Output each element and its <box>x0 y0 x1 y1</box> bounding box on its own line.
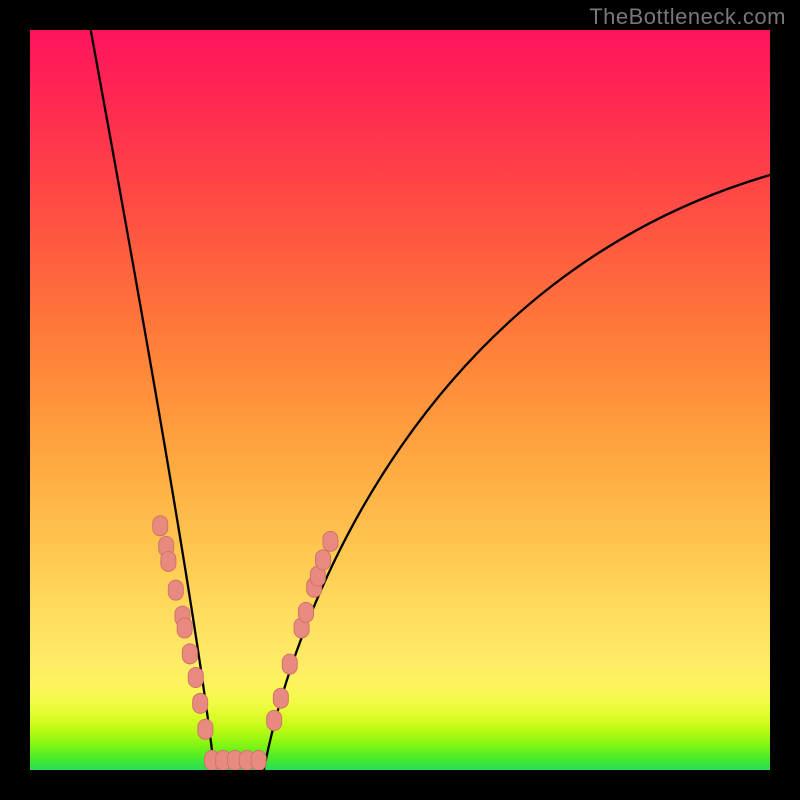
data-marker <box>323 531 338 551</box>
data-marker <box>316 550 331 570</box>
data-marker <box>193 693 208 713</box>
plot-area <box>30 30 770 770</box>
data-marker <box>267 710 282 730</box>
bottleneck-chart <box>30 30 770 770</box>
data-marker <box>273 688 288 708</box>
gradient-background <box>30 30 770 770</box>
data-marker <box>282 654 297 674</box>
data-marker <box>188 668 203 688</box>
data-marker <box>177 618 192 638</box>
data-marker <box>168 580 183 600</box>
data-marker <box>299 602 314 622</box>
watermark: TheBottleneck.com <box>589 4 786 30</box>
data-marker <box>153 516 168 536</box>
data-marker <box>251 750 266 770</box>
data-marker <box>182 644 197 664</box>
data-marker <box>161 551 176 571</box>
data-marker <box>198 719 213 739</box>
